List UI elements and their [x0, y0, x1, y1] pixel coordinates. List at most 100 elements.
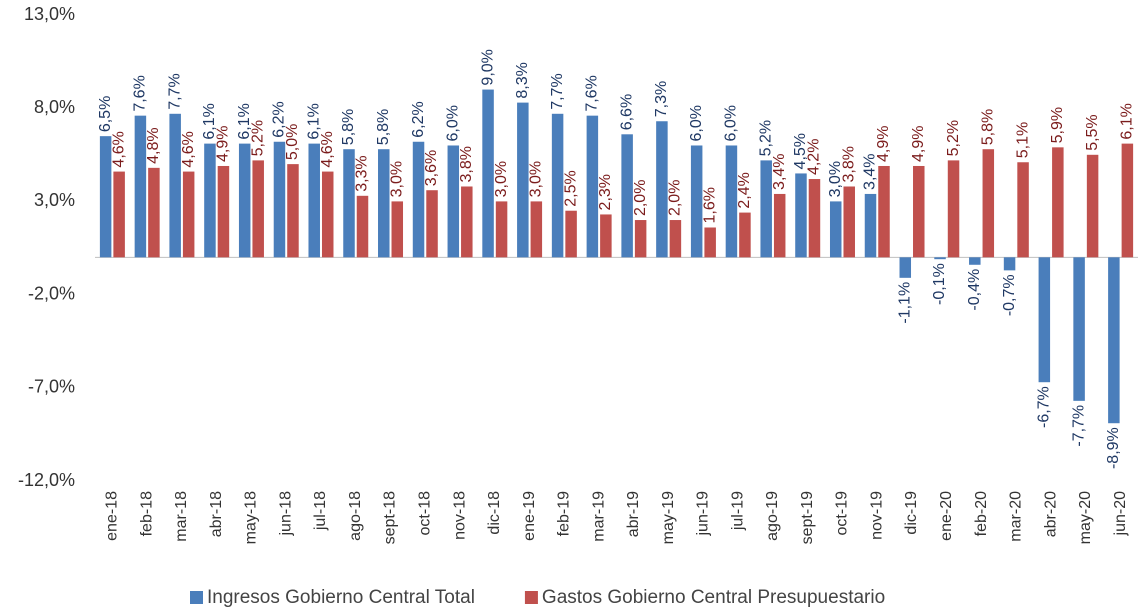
x-tick-label: abr-20 [1042, 491, 1059, 537]
x-tick-label: may-19 [660, 491, 677, 544]
bar [621, 134, 633, 258]
bar [356, 195, 369, 258]
value-label: 3,4% [862, 153, 879, 189]
bar [391, 201, 404, 258]
legend-label: Ingresos Gobierno Central Total [207, 587, 475, 608]
bar [829, 201, 842, 258]
bar [878, 165, 890, 258]
value-label: 5,2% [757, 120, 774, 156]
x-tick-label: oct-19 [834, 491, 851, 536]
value-label: 4,6% [319, 131, 336, 167]
x-tick-label: may-18 [243, 491, 260, 544]
value-label: 3,4% [771, 153, 788, 189]
bar [148, 167, 160, 258]
value-label: 6,1% [305, 103, 322, 139]
value-label: 7,3% [653, 81, 670, 117]
y-tick-label: 8,0% [34, 97, 75, 117]
value-label: 2,3% [597, 174, 614, 210]
bar [252, 160, 264, 258]
bar [795, 173, 807, 258]
value-label: 2,4% [736, 172, 753, 208]
value-label: 6,1% [201, 103, 218, 139]
x-tick-label: abr-19 [625, 491, 642, 537]
value-label: 6,1% [236, 103, 253, 139]
x-tick-label: nov-18 [451, 491, 468, 540]
bar [773, 193, 786, 258]
x-tick-label: ene-19 [521, 491, 538, 541]
bar [1017, 162, 1029, 258]
bar [760, 160, 772, 258]
bar [551, 113, 564, 258]
bar [238, 143, 251, 258]
bar [982, 149, 995, 258]
x-tick-label: jun-18 [277, 491, 294, 537]
bar [1108, 257, 1120, 424]
value-label: 4,9% [910, 126, 927, 162]
bar [204, 143, 216, 258]
value-label: 5,0% [284, 124, 301, 160]
bar [113, 171, 125, 258]
bar [461, 186, 473, 258]
bar [725, 145, 738, 258]
bar [287, 164, 299, 258]
value-label: 5,9% [1049, 107, 1066, 143]
bar [1052, 147, 1064, 258]
x-tick-label: abr-18 [208, 491, 225, 537]
bar [169, 113, 181, 258]
bar [378, 149, 390, 258]
legend-swatch [190, 591, 203, 604]
value-label: 3,0% [493, 161, 510, 197]
value-label: 4,6% [180, 131, 197, 167]
value-label: 6,6% [618, 94, 635, 130]
bar [656, 121, 668, 258]
bar [1086, 154, 1099, 258]
bar [969, 257, 981, 265]
legend-swatch [524, 591, 538, 604]
value-label: 5,8% [980, 109, 997, 145]
bar [947, 160, 960, 258]
bar [273, 141, 286, 258]
value-label: 4,9% [875, 126, 892, 162]
value-label: -8,9% [1105, 427, 1122, 469]
bar [864, 193, 877, 258]
y-tick-label: -2,0% [28, 283, 75, 303]
value-label: 5,2% [249, 120, 266, 156]
value-label: 3,6% [423, 150, 440, 186]
value-label: 5,2% [945, 120, 962, 156]
legend-label: Gastos Gobierno Central Presupuestario [542, 587, 885, 608]
bar [447, 145, 460, 258]
x-tick-label: may-20 [1077, 491, 1094, 544]
x-tick-label: jul-18 [312, 491, 329, 531]
value-label: 3,8% [458, 146, 475, 182]
value-label: 5,1% [1014, 122, 1031, 158]
value-label: -0,7% [1001, 274, 1018, 316]
x-tick-label: jun-19 [695, 491, 712, 537]
x-tick-label: feb-19 [556, 491, 573, 536]
y-tick-label: -7,0% [28, 377, 75, 397]
value-label: 7,6% [584, 75, 601, 111]
value-label: -0,1% [931, 263, 948, 305]
x-tick-label: jun-20 [1112, 491, 1129, 537]
bar [517, 102, 529, 258]
value-label: 4,2% [806, 139, 823, 175]
x-tick-label: ene-20 [938, 491, 955, 541]
value-label: -6,7% [1036, 386, 1053, 428]
x-tick-label: mar-18 [173, 491, 190, 542]
x-tick-label: ene-18 [104, 491, 121, 541]
bar [482, 89, 494, 258]
value-label: 6,1% [1119, 103, 1136, 139]
x-tick-label: dic-19 [903, 491, 920, 535]
x-tick-label: ago-19 [764, 491, 781, 541]
bar [308, 143, 320, 258]
bar [1073, 257, 1085, 401]
bar [412, 141, 425, 258]
bar [565, 210, 577, 258]
bar [321, 171, 334, 258]
y-tick-label: -12,0% [18, 470, 75, 490]
value-label: 6,0% [445, 105, 462, 141]
bar [600, 214, 612, 258]
bar [739, 212, 751, 258]
bar [426, 190, 438, 258]
value-label: 2,0% [632, 180, 649, 216]
value-label: 6,0% [688, 105, 705, 141]
